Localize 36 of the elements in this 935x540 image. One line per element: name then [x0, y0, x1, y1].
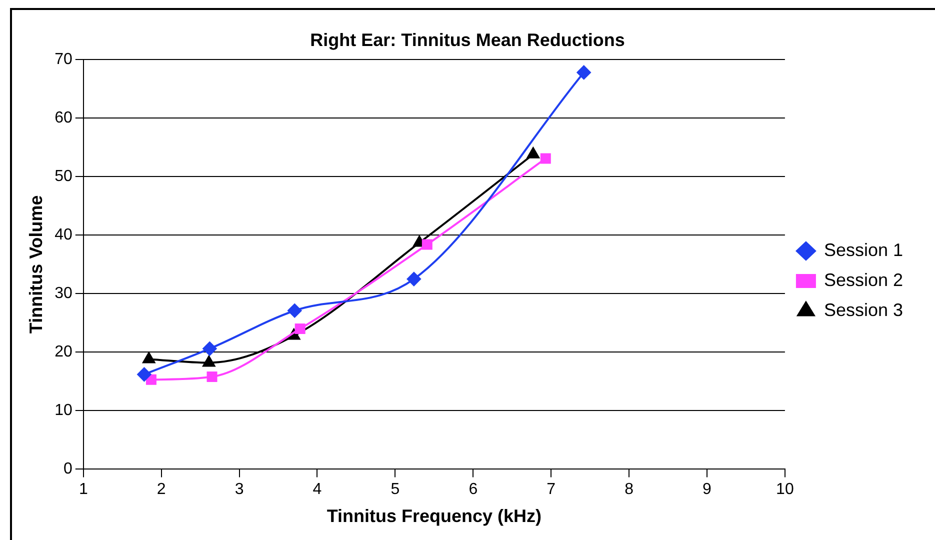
x-axis-title: Tinnitus Frequency (kHz) [326, 506, 542, 526]
y-tick-label: 0 [63, 460, 72, 478]
legend-label: Session 3 [824, 300, 904, 320]
x-tick-label: 5 [390, 481, 400, 498]
x-tick-label: 1 [78, 481, 88, 498]
chart-title: Right Ear: Tinnitus Mean Reductions [310, 30, 625, 50]
x-tick-label: 3 [234, 481, 244, 498]
y-tick-label: 30 [54, 285, 72, 302]
point [288, 304, 302, 318]
y-tick-label: 70 [54, 51, 72, 68]
x-tick-label: 7 [546, 481, 556, 498]
point [206, 372, 218, 382]
point [202, 342, 217, 356]
x-tick-label: 10 [776, 481, 794, 498]
y-tick-label: 10 [54, 402, 72, 420]
x-tick-label: 6 [468, 481, 478, 498]
point [422, 239, 432, 250]
point [406, 272, 421, 286]
point [142, 352, 156, 364]
point [137, 367, 152, 382]
legend-label: Session 1 [824, 240, 904, 260]
y-tick-label: 40 [54, 226, 72, 244]
point [294, 324, 306, 334]
y-tick-label: 60 [54, 110, 72, 127]
x-tick-label: 2 [156, 481, 166, 498]
x-tick-label: 9 [702, 481, 712, 498]
point [540, 153, 551, 164]
point [202, 356, 216, 367]
point [576, 65, 591, 80]
x-tick-label: 4 [312, 481, 322, 498]
point [526, 147, 540, 158]
x-tick-label: 8 [624, 481, 634, 498]
y-tick-label: 20 [54, 344, 72, 361]
y-tick-label: 50 [54, 168, 72, 186]
legend-label: Session 2 [824, 270, 904, 290]
y-axis-title: Tinnitus Volume [26, 195, 46, 334]
